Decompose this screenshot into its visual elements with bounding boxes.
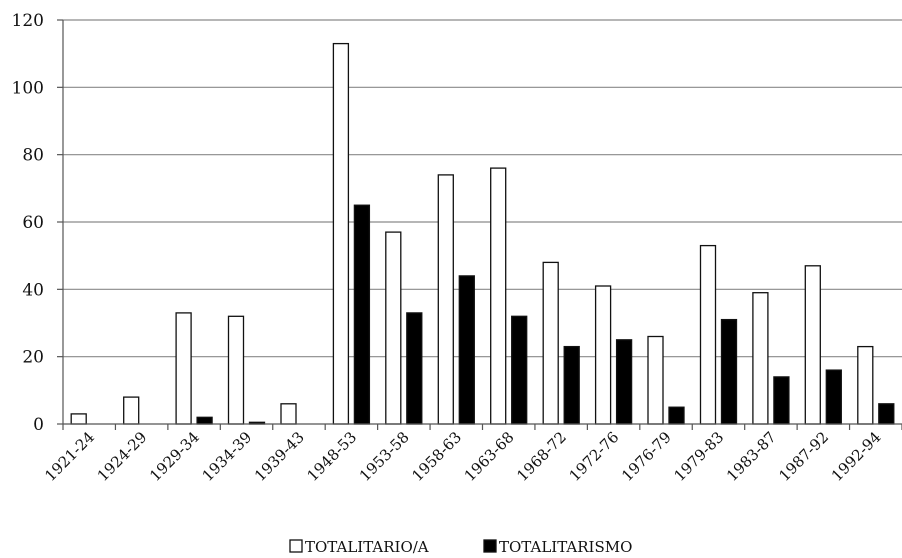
bars [70, 42, 895, 425]
x-tick-label: 1953-58 [356, 428, 413, 485]
bar-totalitarismo [353, 204, 371, 425]
x-tick-label: 1979-83 [670, 428, 727, 485]
bar-totalitarismo [563, 345, 580, 425]
bar-totalitarismo [511, 315, 528, 425]
bar-totalitario [594, 285, 612, 425]
legend: TOTALITARIO/A TOTALITARISMO [289, 538, 632, 556]
bar-totalitarismo [720, 318, 738, 425]
bar-totalitarismo [773, 376, 790, 425]
x-tick-label: 1968-72 [513, 428, 570, 485]
axes [57, 19, 902, 430]
x-tick-labels: 1921-241924-291929-341934-391939-431948-… [41, 428, 884, 485]
bar-totalitario [123, 396, 140, 425]
bar-totalitario [437, 174, 454, 425]
x-tick-label: 1924-29 [94, 428, 151, 485]
x-tick-label: 1987-92 [775, 428, 832, 485]
bar-totalitarismo [825, 369, 842, 425]
x-tick-label: 1963-68 [461, 428, 518, 485]
x-tick-label: 1929-34 [146, 428, 203, 485]
x-tick-label: 1934-39 [199, 428, 256, 485]
y-tick-label: 40 [22, 280, 44, 300]
y-tick-label: 20 [22, 348, 44, 368]
x-tick-label: 1972-76 [566, 428, 623, 485]
y-tick-label: 80 [22, 146, 44, 166]
x-tick-label: 1921-24 [41, 428, 98, 485]
bar-totalitarismo [406, 312, 423, 425]
y-tick-label: 60 [22, 213, 44, 233]
bar-totalitario [647, 335, 664, 425]
legend-swatch-totalitario [289, 539, 303, 553]
bar-totalitarismo [458, 275, 475, 425]
y-tick-label: 0 [33, 415, 44, 435]
legend-label-totalitario: TOTALITARIO/A [305, 538, 429, 556]
x-tick-label: 1939-43 [251, 428, 308, 485]
bar-totalitario [699, 244, 717, 425]
bar-totalitario [857, 345, 874, 425]
x-tick-label: 1992-94 [828, 428, 885, 485]
y-tick-label: 120 [12, 11, 44, 31]
x-tick-label: 1983-87 [723, 428, 780, 485]
bar-totalitario [752, 292, 769, 425]
bar-totalitario [804, 265, 821, 425]
bar-totalitario [385, 231, 402, 425]
bar-totalitario [542, 261, 559, 425]
bar-totalitario [70, 413, 87, 425]
bar-totalitario [227, 315, 245, 425]
y-tick-labels: 0 20 40 60 80 100 120 [12, 11, 44, 435]
y-tick-label: 100 [12, 78, 44, 98]
gridlines [63, 19, 902, 358]
bar-totalitario [280, 403, 297, 425]
bar-totalitario [175, 312, 192, 425]
bar-totalitario [332, 42, 350, 425]
bar-totalitarismo [615, 339, 633, 425]
x-tick-label: 1958-63 [408, 428, 465, 485]
bar-totalitarismo [878, 403, 895, 425]
legend-label-totalitarismo: TOTALITARISMO [499, 538, 632, 556]
x-tick-label: 1948-53 [303, 428, 360, 485]
legend-swatch-totalitarismo [483, 539, 497, 553]
bar-totalitarismo [668, 406, 685, 425]
bar-totalitario [490, 167, 507, 425]
x-tick-label: 1976-79 [618, 428, 675, 485]
bar-totalitarismo [196, 416, 213, 425]
